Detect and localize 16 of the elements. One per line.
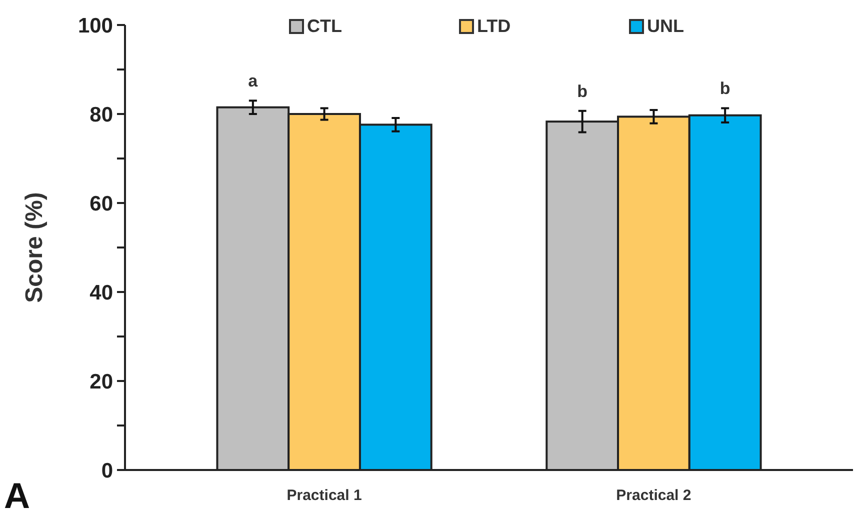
legend-label: LTD [477,16,511,36]
y-tick-label: 60 [90,192,113,216]
legend-label: UNL [647,16,684,36]
y-tick-label: 20 [90,370,113,394]
text: A [4,475,30,516]
x-tick-label: Practical 1 [286,487,362,504]
y-tick-label: 0 [101,459,113,482]
y-tick-label: 100 [78,14,113,38]
data-label: a [248,72,258,91]
data-label: b [720,79,730,98]
y-axis-title: Score (%) [21,192,48,303]
x-tick-label: Practical 2 [616,487,692,504]
legend-label: CTL [307,16,342,36]
data-label: b [577,82,588,101]
y-tick-label: 40 [90,281,113,304]
y-tick-label: 80 [90,103,113,126]
